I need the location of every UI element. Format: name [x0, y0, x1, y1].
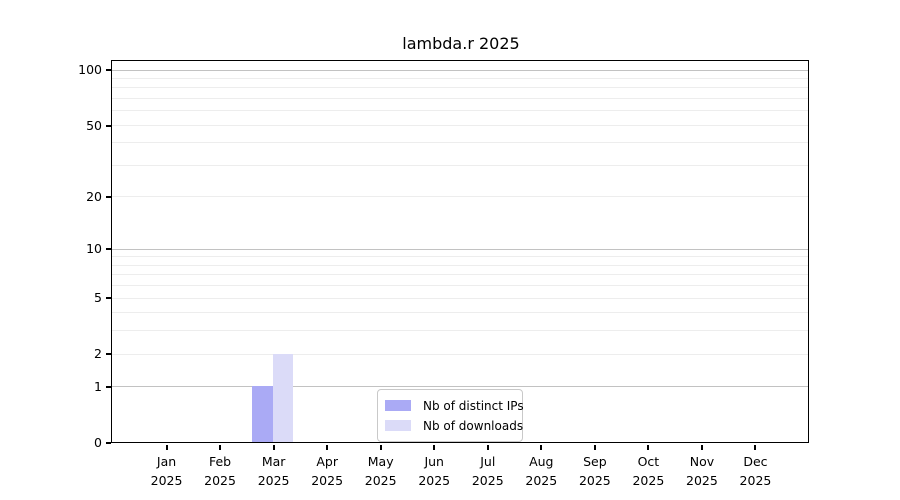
y-gridline-major: [112, 69, 809, 71]
y-tick-mark: [106, 297, 111, 300]
legend-label-distinct-ips: Nb of distinct IPs: [423, 398, 524, 413]
y-gridline-major: [112, 248, 809, 250]
legend: Nb of distinct IPs Nb of downloads: [377, 389, 524, 442]
y-tick-label: 100: [78, 62, 102, 78]
y-tick-mark: [106, 353, 111, 356]
y-tick-mark: [106, 69, 111, 72]
x-tick-mark: [540, 445, 543, 450]
y-tick-label: 10: [86, 241, 102, 257]
y-gridline-major: [112, 386, 809, 388]
y-gridline-minor: [112, 353, 809, 355]
x-tick-label: May 2025: [364, 454, 397, 488]
y-gridline-minor: [112, 256, 809, 258]
y-gridline-minor: [112, 312, 809, 314]
y-gridline-minor: [112, 110, 809, 112]
y-tick-mark: [106, 442, 111, 444]
y-tick-mark: [106, 196, 111, 199]
y-gridline-minor: [112, 78, 809, 80]
x-tick-mark: [433, 445, 436, 450]
x-tick-label: Jun 2025: [418, 454, 451, 488]
y-gridline-minor: [112, 87, 809, 89]
x-tick-label: Oct 2025: [632, 454, 665, 488]
legend-item-downloads: Nb of downloads: [385, 417, 523, 434]
x-tick-mark: [165, 445, 168, 450]
y-tick-mark: [106, 124, 111, 127]
y-gridline-minor: [112, 264, 809, 266]
y-tick-label: 0: [94, 435, 102, 450]
x-tick-label: Nov 2025: [686, 454, 718, 488]
y-tick-label: 20: [86, 189, 102, 205]
plot-area: [111, 60, 810, 444]
y-gridline-minor: [112, 196, 809, 198]
legend-label-downloads: Nb of downloads: [423, 418, 524, 433]
x-tick-mark: [219, 445, 222, 450]
y-tick-mark: [106, 248, 111, 251]
x-tick-label: Sep 2025: [578, 454, 611, 488]
y-gridline-minor: [112, 297, 809, 299]
y-gridline-minor: [112, 285, 809, 287]
y-gridline-minor: [112, 330, 809, 332]
y-gridline-minor: [112, 98, 809, 100]
y-gridline-minor: [112, 124, 809, 126]
x-tick-mark: [272, 445, 275, 450]
x-tick-mark: [700, 445, 703, 450]
x-tick-mark: [326, 445, 329, 450]
y-tick-label: 5: [94, 290, 102, 306]
x-tick-mark: [647, 445, 650, 450]
legend-swatch-distinct-ips: [385, 400, 411, 411]
chart-title: lambda.r 2025: [402, 34, 520, 53]
x-tick-mark: [593, 445, 596, 450]
y-tick-mark: [106, 386, 111, 389]
x-tick-mark: [486, 445, 489, 450]
x-tick-label: Dec 2025: [739, 454, 772, 488]
y-gridline-minor: [112, 165, 809, 167]
y-gridline-minor: [112, 142, 809, 144]
x-tick-label: Feb 2025: [204, 454, 236, 488]
bar-nb-of-downloads: [272, 353, 294, 443]
x-tick-label: Jan 2025: [150, 454, 183, 488]
x-tick-label: Aug 2025: [525, 454, 558, 488]
y-gridline-minor: [112, 274, 809, 276]
legend-swatch-downloads: [385, 420, 411, 431]
y-tick-label: 50: [86, 117, 102, 133]
x-tick-label: Apr 2025: [311, 454, 344, 488]
x-tick-label: Mar 2025: [257, 454, 290, 488]
x-tick-mark: [754, 445, 757, 450]
x-tick-mark: [379, 445, 382, 450]
legend-item-distinct-ips: Nb of distinct IPs: [385, 397, 524, 414]
y-tick-label: 2: [94, 346, 102, 362]
x-tick-label: Jul 2025: [471, 454, 504, 488]
bar-nb-of-distinct-ips: [252, 386, 273, 443]
y-tick-label: 1: [94, 379, 102, 395]
